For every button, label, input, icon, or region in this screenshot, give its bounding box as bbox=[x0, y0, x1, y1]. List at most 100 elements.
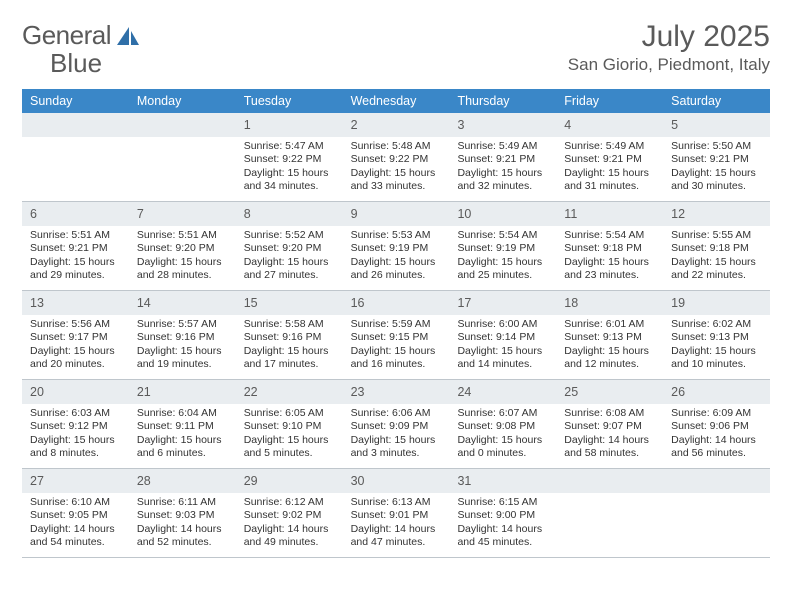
day-cell: 14Sunrise: 5:57 AMSunset: 9:16 PMDayligh… bbox=[129, 291, 236, 379]
daynum-row: 26 bbox=[663, 380, 770, 404]
day-details: Sunrise: 6:07 AMSunset: 9:08 PMDaylight:… bbox=[449, 404, 556, 467]
day-details: Sunrise: 6:03 AMSunset: 9:12 PMDaylight:… bbox=[22, 404, 129, 467]
day-cell: 21Sunrise: 6:04 AMSunset: 9:11 PMDayligh… bbox=[129, 380, 236, 468]
day-details: Sunrise: 6:05 AMSunset: 9:10 PMDaylight:… bbox=[236, 404, 343, 467]
day-cell: 29 Sunrise: 6:12 AMSunset: 9:02 PMDayligh… bbox=[236, 469, 343, 557]
day-header: Tuesday bbox=[236, 89, 343, 113]
day-cell: 12Sunrise: 5:55 AMSunset: 9:18 PMDayligh… bbox=[663, 202, 770, 290]
day-cell: 1Sunrise: 5:47 AMSunset: 9:22 PMDaylight… bbox=[236, 113, 343, 201]
daynum-row: 29 bbox=[236, 469, 343, 493]
day-number: 18 bbox=[564, 296, 578, 310]
daynum-row: 15 bbox=[236, 291, 343, 315]
day-details: Sunrise: 6:12 AMSunset: 9:02 PMDaylight:… bbox=[236, 493, 343, 556]
day-cell: 16Sunrise: 5:59 AMSunset: 9:15 PMDayligh… bbox=[343, 291, 450, 379]
weeks-container: 1Sunrise: 5:47 AMSunset: 9:22 PMDaylight… bbox=[22, 113, 770, 558]
daynum-row: 25 bbox=[556, 380, 663, 404]
day-details: Sunrise: 5:54 AMSunset: 9:18 PMDaylight:… bbox=[556, 226, 663, 289]
day-details: Sunrise: 5:49 AMSunset: 9:21 PMDaylight:… bbox=[449, 137, 556, 200]
daynum-row: 27 bbox=[22, 469, 129, 493]
day-number: 6 bbox=[30, 207, 37, 221]
daynum-row: 19 bbox=[663, 291, 770, 315]
empty-daynum bbox=[556, 469, 663, 493]
day-number: 17 bbox=[457, 296, 471, 310]
day-details: Sunrise: 5:51 AMSunset: 9:21 PMDaylight:… bbox=[22, 226, 129, 289]
daynum-row: 5 bbox=[663, 113, 770, 137]
daynum-row: 24 bbox=[449, 380, 556, 404]
day-number: 24 bbox=[457, 385, 471, 399]
daynum-row: 31 bbox=[449, 469, 556, 493]
day-number: 20 bbox=[30, 385, 44, 399]
day-cell: 19Sunrise: 6:02 AMSunset: 9:13 PMDayligh… bbox=[663, 291, 770, 379]
day-cell: 26Sunrise: 6:09 AMSunset: 9:06 PMDayligh… bbox=[663, 380, 770, 468]
daynum-row: 23 bbox=[343, 380, 450, 404]
day-cell: 15Sunrise: 5:58 AMSunset: 9:16 PMDayligh… bbox=[236, 291, 343, 379]
day-cell: 13 Sunrise: 5:56 AMSunset: 9:17 PMDayligh… bbox=[22, 291, 129, 379]
day-details: Sunrise: 6:09 AMSunset: 9:06 PMDaylight:… bbox=[663, 404, 770, 467]
day-details: Sunrise: 5:56 AMSunset: 9:17 PMDaylight:… bbox=[22, 315, 129, 378]
day-cell: 2Sunrise: 5:48 AMSunset: 9:22 PMDaylight… bbox=[343, 113, 450, 201]
day-cell bbox=[663, 469, 770, 557]
empty-daynum bbox=[663, 469, 770, 493]
day-cell: 31Sunrise: 6:15 AMSunset: 9:00 PMDayligh… bbox=[449, 469, 556, 557]
daynum-row: 30 bbox=[343, 469, 450, 493]
daynum-row: 20 bbox=[22, 380, 129, 404]
day-number: 29 bbox=[244, 474, 258, 488]
page: General July 2025 San Giorio, Piedmont, … bbox=[0, 0, 792, 568]
daynum-row: 18 bbox=[556, 291, 663, 315]
daynum-row: 14 bbox=[129, 291, 236, 315]
daynum-row: 2 bbox=[343, 113, 450, 137]
day-cell: 27Sunrise: 6:10 AMSunset: 9:05 PMDayligh… bbox=[22, 469, 129, 557]
day-details: Sunrise: 5:51 AMSunset: 9:20 PMDaylight:… bbox=[129, 226, 236, 289]
daynum-row: 3 bbox=[449, 113, 556, 137]
day-header: Thursday bbox=[449, 89, 556, 113]
day-number: 11 bbox=[564, 207, 577, 221]
day-number: 12 bbox=[671, 207, 685, 221]
day-number: 15 bbox=[244, 296, 258, 310]
week-row: 13 Sunrise: 5:56 AMSunset: 9:17 PMDayligh… bbox=[22, 291, 770, 380]
day-cell: 18 Sunrise: 6:01 AMSunset: 9:13 PMDayligh… bbox=[556, 291, 663, 379]
day-cell: 28 Sunrise: 6:11 AMSunset: 9:03 PMDayligh… bbox=[129, 469, 236, 557]
logo: General bbox=[22, 20, 143, 51]
empty-daynum bbox=[129, 113, 236, 137]
day-number: 3 bbox=[457, 118, 464, 132]
day-cell: 10Sunrise: 5:54 AMSunset: 9:19 PMDayligh… bbox=[449, 202, 556, 290]
day-number: 9 bbox=[351, 207, 358, 221]
day-details: Sunrise: 5:50 AMSunset: 9:21 PMDaylight:… bbox=[663, 137, 770, 200]
day-details: Sunrise: 6:13 AMSunset: 9:01 PMDaylight:… bbox=[343, 493, 450, 556]
day-details: Sunrise: 5:53 AMSunset: 9:19 PMDaylight:… bbox=[343, 226, 450, 289]
day-details: Sunrise: 5:57 AMSunset: 9:16 PMDaylight:… bbox=[129, 315, 236, 378]
day-cell: 3 Sunrise: 5:49 AMSunset: 9:21 PMDaylight… bbox=[449, 113, 556, 201]
day-cell: 9 Sunrise: 5:53 AMSunset: 9:19 PMDaylight… bbox=[343, 202, 450, 290]
day-cell: 22Sunrise: 6:05 AMSunset: 9:10 PMDayligh… bbox=[236, 380, 343, 468]
daynum-row: 11 bbox=[556, 202, 663, 226]
day-cell bbox=[22, 113, 129, 201]
day-cell: 8Sunrise: 5:52 AMSunset: 9:20 PMDaylight… bbox=[236, 202, 343, 290]
day-details: Sunrise: 6:04 AMSunset: 9:11 PMDaylight:… bbox=[129, 404, 236, 467]
day-number: 4 bbox=[564, 118, 571, 132]
title-block: July 2025 San Giorio, Piedmont, Italy bbox=[568, 20, 770, 75]
day-headers-row: SundayMondayTuesdayWednesdayThursdayFrid… bbox=[22, 89, 770, 113]
day-number: 28 bbox=[137, 474, 151, 488]
week-row: 27Sunrise: 6:10 AMSunset: 9:05 PMDayligh… bbox=[22, 469, 770, 558]
day-details: Sunrise: 6:15 AMSunset: 9:00 PMDaylight:… bbox=[449, 493, 556, 556]
daynum-row: 22 bbox=[236, 380, 343, 404]
day-number: 8 bbox=[244, 207, 251, 221]
day-number: 27 bbox=[30, 474, 44, 488]
week-row: 6 Sunrise: 5:51 AMSunset: 9:21 PMDaylight… bbox=[22, 202, 770, 291]
day-details: Sunrise: 6:02 AMSunset: 9:13 PMDaylight:… bbox=[663, 315, 770, 378]
daynum-row: 1 bbox=[236, 113, 343, 137]
daynum-row: 10 bbox=[449, 202, 556, 226]
day-cell: 4Sunrise: 5:49 AMSunset: 9:21 PMDaylight… bbox=[556, 113, 663, 201]
daynum-row: 17 bbox=[449, 291, 556, 315]
day-details: Sunrise: 6:01 AMSunset: 9:13 PMDaylight:… bbox=[556, 315, 663, 378]
day-details: Sunrise: 5:54 AMSunset: 9:19 PMDaylight:… bbox=[449, 226, 556, 289]
day-details: Sunrise: 6:00 AMSunset: 9:14 PMDaylight:… bbox=[449, 315, 556, 378]
day-cell: 17 Sunrise: 6:00 AMSunset: 9:14 PMDayligh… bbox=[449, 291, 556, 379]
day-details: Sunrise: 5:59 AMSunset: 9:15 PMDaylight:… bbox=[343, 315, 450, 378]
logo-text-general: General bbox=[22, 20, 111, 51]
day-details: Sunrise: 6:11 AMSunset: 9:03 PMDaylight:… bbox=[129, 493, 236, 556]
day-number: 7 bbox=[137, 207, 144, 221]
daynum-row: 9 bbox=[343, 202, 450, 226]
day-number: 13 bbox=[30, 296, 44, 310]
day-cell: 11 Sunrise: 5:54 AMSunset: 9:18 PMDayligh… bbox=[556, 202, 663, 290]
